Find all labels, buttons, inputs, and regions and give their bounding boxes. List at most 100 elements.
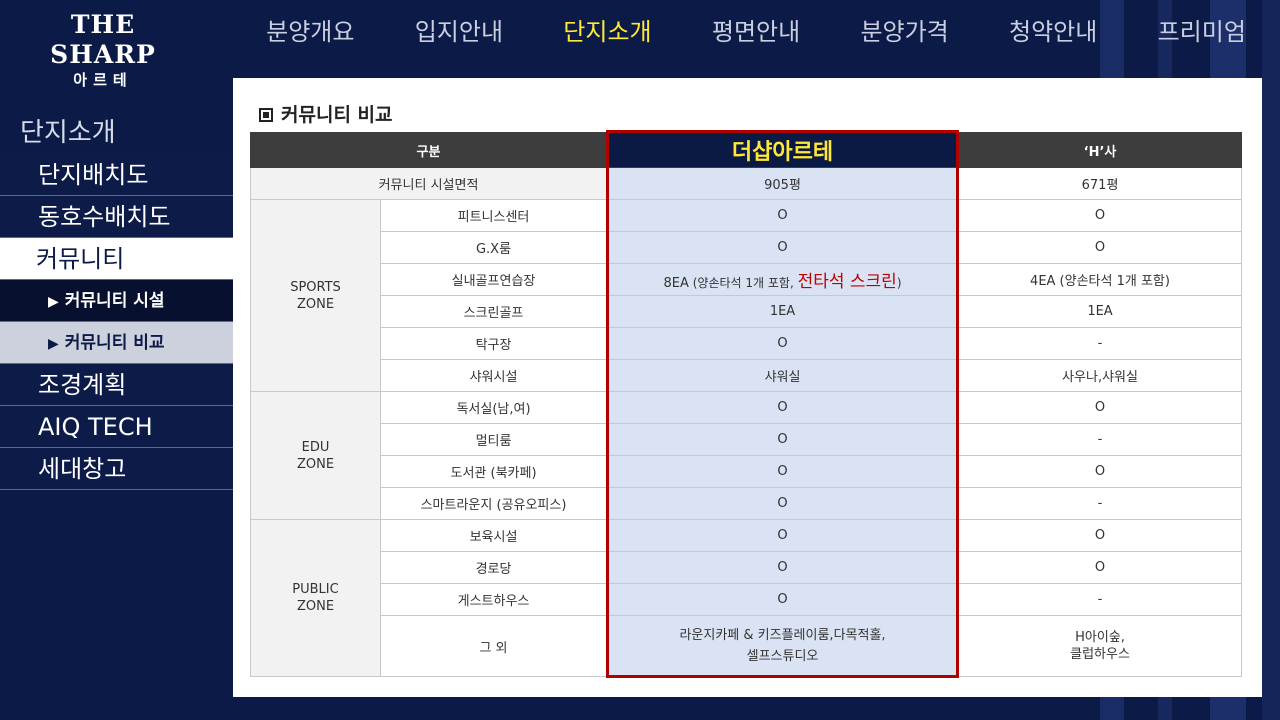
cell-ours: O — [606, 455, 960, 488]
zone-name: ZONE — [296, 456, 335, 472]
cell-ours: O — [606, 231, 960, 264]
row-label: 스마트라운지 (공유오피스) — [379, 487, 608, 520]
header-ours: 더샵아르테 — [606, 132, 960, 168]
cell-other: - — [958, 583, 1243, 616]
table-row: 샤워시설 샤워실 사우나,샤워실 — [251, 359, 1243, 392]
table-row: 스크린골프 1EA 1EA — [251, 295, 1243, 328]
table-row: 멀티룸 O - — [251, 423, 1243, 456]
sidebar-subitem-label: 커뮤니티 시설 — [64, 291, 165, 311]
row-label: 도서관 (북카페) — [379, 455, 608, 488]
row-label: 탁구장 — [379, 327, 608, 360]
nav-item-overview[interactable]: 분양개요 — [266, 18, 355, 46]
nav-item-price[interactable]: 분양가격 — [860, 18, 949, 46]
cell-other: H아이숲, 클럽하우스 — [958, 615, 1243, 677]
brand-sub: 아르테 — [73, 71, 133, 89]
cell-other: - — [958, 327, 1243, 360]
cell-line: H아이숲, — [1075, 630, 1125, 645]
sidebar-item-landscape[interactable]: 조경계획 — [0, 364, 233, 406]
row-label: 보육시설 — [379, 519, 608, 552]
brand-logo[interactable]: THE SHARP 아르테 — [18, 10, 188, 90]
sidebar-item-storage[interactable]: 세대창고 — [0, 448, 233, 490]
nav-item-premium[interactable]: 프리미엄 — [1157, 18, 1246, 46]
row-label: 독서실(남,여) — [379, 391, 608, 424]
table-row: 그 외 라운지카페 & 키즈플레이룸,다목적홀, 셀프스튜디오 H아이숲, 클럽하우… — [251, 615, 1243, 677]
table-row: EDU ZONE 독서실(남,여) O O — [250, 391, 1243, 520]
nav-item-subscription[interactable]: 청약안내 — [1009, 18, 1098, 46]
zone-name: EDU — [301, 439, 330, 455]
zone-name: ZONE — [296, 296, 335, 312]
page-title: 커뮤니티 비교 — [259, 100, 393, 127]
cell-line: 셀프스튜디오 — [746, 649, 819, 664]
square-bullet-icon — [259, 108, 273, 122]
cell-ours: 905평 — [606, 167, 960, 200]
zone-name: SPORTS — [290, 279, 341, 295]
row-label: 실내골프연습장 — [379, 263, 608, 296]
cell-other: O — [958, 455, 1243, 488]
cell-other: 1EA — [958, 295, 1243, 328]
row-label: 경로당 — [379, 551, 608, 584]
bg-stripe — [1262, 0, 1280, 720]
cell-ours: O — [606, 327, 960, 360]
table-row: SPORTS ZONE 피트니스센터 O O — [250, 199, 1243, 392]
sidebar-subitem-community-facilities[interactable]: ▶ 커뮤니티 시설 — [0, 280, 233, 322]
table-header-row: 구분 더샵아르테 ‘H’사 — [249, 132, 1243, 168]
triangle-right-icon: ▶ — [48, 336, 59, 352]
cell-other: O — [958, 199, 1243, 232]
page-title-text: 커뮤니티 비교 — [281, 104, 393, 126]
content-panel: 커뮤니티 비교 구분 더샵아르테 ‘H’사 커뮤니티 시설면적 905평 671… — [233, 78, 1262, 697]
header-other: ‘H’사 — [958, 132, 1243, 168]
table-row: 탁구장 O - — [251, 327, 1243, 360]
table-row: 실내골프연습장 8EA (양손타석 1개 포함, 전타석 스크린) 4EA (양… — [251, 263, 1243, 296]
sidebar-item-unit-plan[interactable]: 동호수배치도 — [0, 196, 233, 238]
triangle-right-icon: ▶ — [48, 294, 59, 310]
row-label: 커뮤니티 시설면적 — [249, 167, 608, 200]
cell-other: O — [958, 231, 1243, 264]
zone-edu: EDU ZONE — [250, 391, 381, 520]
row-label: 샤워시설 — [379, 359, 608, 392]
cell-other: O — [958, 551, 1243, 584]
nav-item-complex[interactable]: 단지소개 — [563, 18, 652, 46]
header-category: 구분 — [249, 132, 608, 168]
cell-line: 클럽하우스 — [1070, 647, 1130, 662]
cell-ours: O — [606, 391, 960, 424]
sidebar-subitem-community-compare[interactable]: ▶ 커뮤니티 비교 — [0, 322, 233, 364]
row-label: 멀티룸 — [379, 423, 608, 456]
row-label: 그 외 — [379, 615, 608, 677]
table-row: 경로당 O O — [251, 551, 1243, 584]
table-row: 도서관 (북카페) O O — [251, 455, 1243, 488]
sidebar-section-title: 단지소개 — [20, 118, 116, 148]
table-row: 스마트라운지 (공유오피스) O - — [251, 487, 1243, 520]
table-row: 게스트하우스 O - — [251, 583, 1243, 616]
cell-ours: O — [606, 551, 960, 584]
cell-ours: O — [606, 487, 960, 520]
zone-name: ZONE — [296, 599, 335, 614]
cell-other: - — [958, 423, 1243, 456]
zone-name: PUBLIC — [292, 582, 339, 597]
top-nav: 분양개요 입지안내 단지소개 평면안내 분양가격 청약안내 프리미엄 — [236, 14, 1276, 54]
cell-other: 4EA (양손타석 1개 포함) — [958, 263, 1243, 296]
zone-public: PUBLIC ZONE — [250, 519, 381, 677]
nav-item-floorplan[interactable]: 평면안내 — [711, 18, 801, 46]
row-label: 스크린골프 — [379, 295, 608, 328]
cell-ours: O — [606, 583, 960, 616]
sidebar-item-site-plan[interactable]: 단지배치도 — [0, 154, 233, 196]
cell-other: O — [958, 391, 1243, 424]
cell-other: 671평 — [958, 167, 1243, 200]
nav-item-location[interactable]: 입지안내 — [414, 18, 504, 46]
sidebar-subitem-label: 커뮤니티 비교 — [64, 333, 165, 353]
comparison-table: 구분 더샵아르테 ‘H’사 커뮤니티 시설면적 905평 671평 SPORTS… — [249, 132, 1243, 677]
cell-note-close: ) — [896, 276, 902, 290]
zone-sports: SPORTS ZONE — [250, 199, 381, 392]
cell-other: - — [958, 487, 1243, 520]
table-row: G.X룸 O O — [251, 231, 1243, 264]
cell-line: 라운지카페 & 키즈플레이룸,다목적홀, — [679, 628, 886, 643]
cell-ours: 1EA — [606, 295, 960, 328]
cell-ours: O — [606, 519, 960, 552]
brand-name: THE SHARP — [50, 10, 156, 69]
sidebar-item-aiq-tech[interactable]: AIQ TECH — [0, 406, 233, 448]
sidebar: 단지배치도 동호수배치도 커뮤니티 ▶ 커뮤니티 시설 ▶ 커뮤니티 비교 조경계획… — [0, 154, 233, 490]
cell-ours: O — [606, 199, 960, 232]
cell-ours: 라운지카페 & 키즈플레이룸,다목적홀, 셀프스튜디오 — [606, 615, 960, 677]
sidebar-item-community[interactable]: 커뮤니티 — [0, 238, 233, 280]
cell-other: O — [958, 519, 1243, 552]
